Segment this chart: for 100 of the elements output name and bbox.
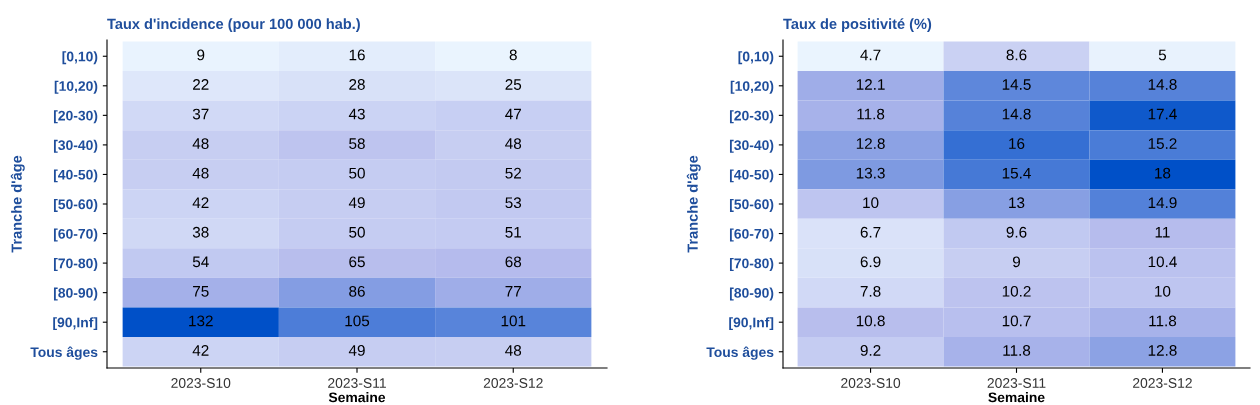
data-label: 25 — [505, 79, 522, 90]
data-label: 9 — [197, 49, 205, 61]
data-label: 12.1 — [856, 79, 885, 90]
data-label: 15.4 — [1002, 167, 1031, 179]
data-label: 105 — [345, 315, 370, 327]
data-label: 9.2 — [860, 345, 881, 356]
data-label: 49 — [348, 197, 365, 209]
x-tick-label: 2023-S12 — [1133, 378, 1192, 388]
data-label: 9.6 — [1006, 226, 1027, 238]
data-label: 37 — [192, 108, 209, 120]
data-label: 10.2 — [1002, 285, 1031, 297]
x-tick-label: 2023-S10 — [171, 378, 231, 388]
data-label: 17.4 — [1148, 108, 1177, 120]
data-label: 48 — [505, 345, 522, 356]
data-label: 58 — [349, 138, 365, 149]
y-tick-label: [30-40) — [53, 139, 98, 153]
y-tick-label: [30-40) — [729, 139, 774, 153]
data-label: 7.8 — [860, 285, 881, 297]
data-label: 10 — [1155, 285, 1171, 297]
y-axis-title: Tranche d'âge — [686, 155, 701, 253]
data-label: 50 — [349, 167, 365, 179]
data-label: 47 — [505, 108, 521, 120]
data-label: 13 — [1009, 197, 1025, 209]
y-tick-label: [80-90) — [53, 287, 98, 301]
y-tick-label: [90,Inf] — [729, 317, 774, 331]
data-label: 18 — [1155, 167, 1171, 179]
y-tick-label: [0,10) — [62, 51, 98, 65]
data-label: 12.8 — [1148, 345, 1177, 356]
data-label: 101 — [501, 315, 526, 327]
y-tick-label: [50-60) — [53, 198, 98, 212]
data-label: 14.9 — [1148, 197, 1177, 209]
data-label: 8.6 — [1006, 49, 1027, 61]
data-label: 132 — [189, 315, 213, 327]
y-tick-label: [20-30) — [53, 110, 98, 124]
data-label: 15.2 — [1148, 138, 1177, 149]
data-label: 28 — [349, 79, 365, 90]
x-tick-label: 2023-S12 — [483, 378, 543, 388]
x-axis-title: Semaine — [988, 392, 1045, 403]
y-tick-label: [40-50) — [53, 169, 98, 183]
y-tick-label: [80-90) — [729, 287, 774, 301]
y-tick-label: [10,20) — [54, 80, 98, 94]
chart-title: Taux d'incidence (pour 100 000 hab.) — [107, 18, 360, 32]
y-tick-label: [60-70) — [53, 228, 98, 242]
y-axis-title: Tranche d'âge — [10, 155, 25, 253]
data-label: 11.8 — [1003, 345, 1031, 356]
data-label: 68 — [505, 256, 522, 268]
data-label: 52 — [505, 167, 521, 179]
data-label: 11.8 — [1149, 315, 1177, 327]
data-label: 10.8 — [856, 315, 885, 327]
data-label: 14.8 — [1002, 108, 1031, 120]
data-label: 6.7 — [860, 226, 881, 238]
x-tick-label: 2023-S11 — [987, 378, 1046, 388]
data-label: 22 — [193, 79, 209, 90]
chart-title: Taux de positivité (%) — [783, 18, 932, 32]
data-label: 48 — [192, 167, 209, 179]
data-label: 54 — [192, 256, 209, 268]
data-label: 14.5 — [1002, 79, 1031, 90]
data-label: 16 — [1009, 138, 1025, 149]
x-axis-title: Semaine — [328, 392, 386, 403]
data-label: 10.7 — [1002, 315, 1031, 327]
data-label: 38 — [192, 226, 209, 238]
data-label: 75 — [193, 286, 209, 297]
y-tick-label: Tous âges — [706, 346, 774, 360]
data-label: 42 — [192, 197, 209, 208]
data-label: 9 — [1012, 256, 1021, 268]
data-label: 4.7 — [860, 49, 881, 61]
data-label: 53 — [505, 197, 522, 209]
data-label: 48 — [192, 138, 209, 149]
data-label: 42 — [192, 345, 209, 356]
data-label: 16 — [349, 49, 365, 61]
data-label: 12.8 — [856, 138, 885, 149]
data-label: 8 — [509, 49, 517, 61]
data-label: 11 — [1155, 226, 1170, 238]
y-tick-label: [20-30) — [729, 110, 774, 124]
y-tick-label: [60-70) — [729, 228, 774, 242]
data-label: 50 — [349, 226, 365, 238]
data-label: 77 — [505, 286, 521, 297]
data-label: 10 — [863, 197, 879, 209]
data-label: 5 — [1158, 49, 1167, 61]
y-tick-label: [10,20) — [730, 80, 774, 94]
y-tick-label: [70-80) — [53, 258, 98, 272]
data-label: 13.3 — [856, 167, 885, 179]
data-label: 65 — [349, 256, 365, 268]
y-tick-label: [40-50) — [729, 169, 774, 183]
y-tick-label: [70-80) — [729, 258, 774, 272]
data-label: 10.4 — [1148, 256, 1177, 268]
x-tick-label: 2023-S11 — [328, 378, 386, 388]
y-tick-label: Tous âges — [30, 346, 98, 360]
data-label: 11.8 — [857, 108, 885, 120]
data-label: 49 — [348, 345, 365, 356]
data-label: 6.9 — [860, 256, 881, 268]
data-label: 86 — [349, 285, 365, 297]
y-tick-label: [0,10) — [738, 51, 774, 65]
x-tick-label: 2023-S10 — [841, 378, 901, 388]
data-label: 51 — [505, 226, 521, 238]
data-label: 48 — [505, 138, 522, 149]
data-label: 14.8 — [1148, 79, 1177, 90]
y-tick-label: [90,Inf] — [53, 317, 98, 331]
data-label: 43 — [348, 108, 365, 120]
y-tick-label: [50-60) — [729, 198, 774, 212]
